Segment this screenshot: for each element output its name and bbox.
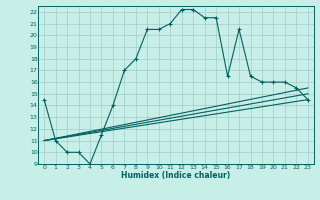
X-axis label: Humidex (Indice chaleur): Humidex (Indice chaleur) <box>121 171 231 180</box>
